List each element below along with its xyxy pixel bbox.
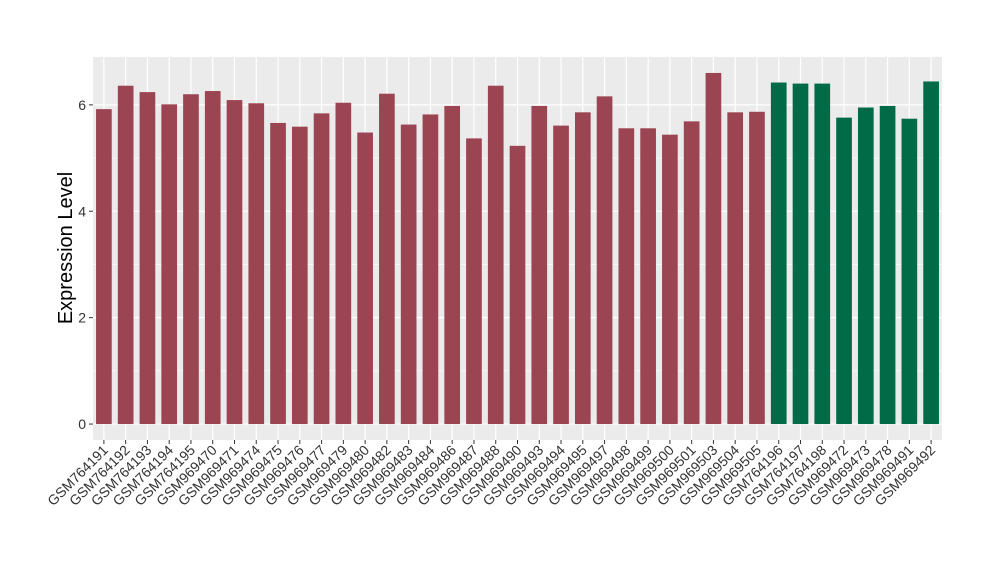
bars [96,72,939,425]
bar-GSM969500 [662,134,678,425]
bar-GSM969482 [379,93,395,425]
bar-GSM969474 [248,103,265,425]
bar-GSM969486 [444,105,461,425]
y-tick-label: 2 [78,310,86,326]
bar-GSM969478 [879,105,896,425]
bar-GSM969480 [357,132,373,425]
bar-GSM969483 [400,124,417,425]
bar-GSM969492 [923,81,939,425]
y-tick-label: 0 [78,416,86,432]
bar-GSM969497 [596,96,613,425]
bar-GSM764192 [117,85,134,425]
bar-GSM969505 [749,111,765,425]
bar-GSM969484 [422,114,439,425]
bar-GSM764195 [183,94,199,425]
bar-GSM969503 [705,72,722,425]
bar-GSM969501 [683,121,700,425]
bar-GSM969499 [640,128,656,425]
bar-GSM764191 [96,109,112,425]
bar-GSM969479 [335,102,352,425]
bar-GSM764194 [161,104,178,425]
axes: 0246GSM764191GSM764192GSM764193GSM764194… [44,97,938,509]
bar-GSM969490 [509,145,526,425]
bar-GSM969504 [727,112,744,425]
bar-GSM969472 [836,117,852,425]
y-axis-label: Expression Level [55,172,77,324]
y-tick-label: 4 [78,203,86,219]
bar-GSM764198 [814,83,831,425]
bar-GSM764193 [139,92,156,425]
y-tick-label: 6 [78,97,86,113]
bar-GSM969470 [204,91,221,425]
bar-GSM969477 [313,113,330,425]
bar-GSM969493 [531,105,548,425]
bar-GSM969471 [226,100,243,425]
bar-GSM764196 [770,82,787,425]
bar-GSM969495 [574,112,591,425]
bar-GSM969491 [901,118,918,425]
bar-GSM969475 [270,122,286,425]
bar-GSM969498 [618,128,635,425]
bar-GSM969488 [487,85,504,425]
bar-GSM969476 [291,126,308,425]
bar-GSM969494 [553,125,569,425]
bar-GSM764197 [792,83,809,425]
bar-GSM969487 [466,138,482,425]
bar-GSM969473 [857,107,874,425]
